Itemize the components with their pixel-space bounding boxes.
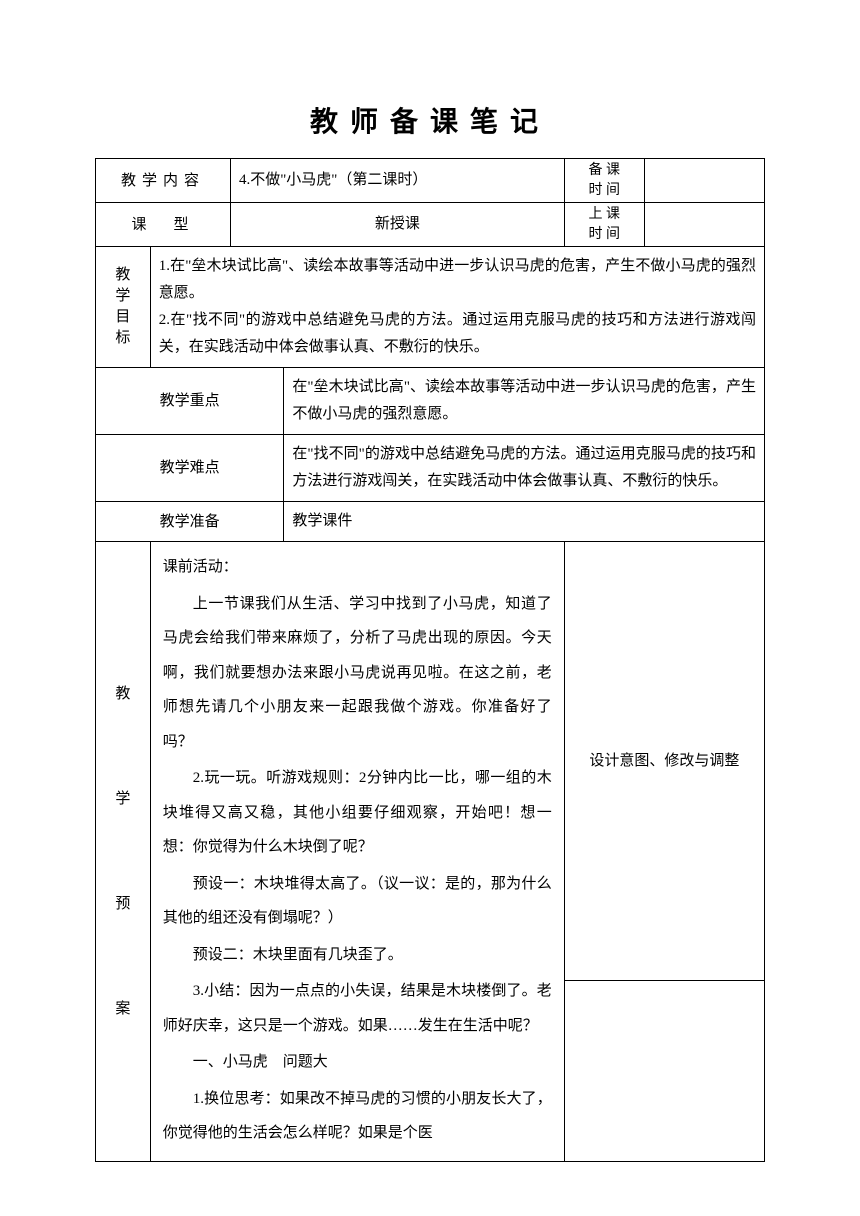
plan-paragraph: 2.玩一玩。听游戏规则：2分钟内比一比，哪一组的木块堆得又高又稳，其他小组要仔细… [163,761,552,865]
difficulty-label: 教学难点 [96,435,284,502]
plan-paragraph: 一、小马虎 问题大 [163,1045,552,1080]
difficulty-content: 在"找不同"的游戏中总结避免马虎的方法。通过运用克服马虎的技巧和方法进行游戏闯关… [284,435,765,502]
plan-content: 课前活动：上一节课我们从生活、学习中找到了小马虎，知道了马虎会给我们带来麻烦了，… [150,542,564,1162]
lesson-plan-table: 教学内容 4.不做"小马虎"（第二课时） 备 课 时 间 课 型 新授课 上 课… [95,158,765,1162]
table-row: 教学重点 在"垒木块试比高"、读绘本故事等活动中进一步认识马虎的危害，产生不做小… [96,368,765,435]
plan-paragraph: 上一节课我们从生活、学习中找到了小马虎，知道了马虎会给我们带来麻烦了，分析了马虎… [163,587,552,760]
objectives-label: 教 学 目 标 [96,247,151,368]
prep-date-label: 备 课 时 间 [564,159,644,203]
content-label: 教学内容 [96,159,231,203]
plan-paragraph: 课前活动： [163,550,552,585]
preparation-label: 教学准备 [96,502,284,542]
type-value: 新授课 [230,203,564,247]
table-row: 教学难点 在"找不同"的游戏中总结避免马虎的方法。通过运用克服马虎的技巧和方法进… [96,435,765,502]
plan-label: 教 学 预 案 [96,542,151,1162]
plan-paragraph: 预设二：木块里面有几块歪了。 [163,938,552,973]
focus-label: 教学重点 [96,368,284,435]
table-row: 教 学 预 案 课前活动：上一节课我们从生活、学习中找到了小马虎，知道了马虎会给… [96,542,765,981]
table-row: 教 学 目 标 1.在"垒木块试比高"、读绘本故事等活动中进一步认识马虎的危害，… [96,247,765,368]
plan-paragraph: 1.换位思考：如果改不掉马虎的习惯的小朋友长大了，你觉得他的生活会怎么样呢？如果… [163,1082,552,1151]
plan-paragraph: 预设一：木块堆得太高了。（议一议：是的，那为什么其他的组还没有倒塌呢？） [163,867,552,936]
class-date-value [644,203,764,247]
table-row: 教学内容 4.不做"小马虎"（第二课时） 备 课 时 间 [96,159,765,203]
objectives-content: 1.在"垒木块试比高"、读绘本故事等活动中进一步认识马虎的危害，产生不做小马虎的… [150,247,764,368]
focus-content: 在"垒木块试比高"、读绘本故事等活动中进一步认识马虎的危害，产生不做小马虎的强烈… [284,368,765,435]
type-label: 课 型 [96,203,231,247]
preparation-content: 教学课件 [284,502,765,542]
content-value: 4.不做"小马虎"（第二课时） [230,159,564,203]
page-title: 教师备课笔记 [95,100,765,140]
plan-paragraph: 3.小结：因为一点点的小失误，结果是木块楼倒了。老师好庆幸，这只是一个游戏。如果… [163,974,552,1043]
table-row: 课 型 新授课 上 课 时 间 [96,203,765,247]
notes-header: 设计意图、修改与调整 [564,542,764,981]
class-date-label: 上 课 时 间 [564,203,644,247]
table-row: 教学准备 教学课件 [96,502,765,542]
prep-date-value [644,159,764,203]
notes-column [564,980,764,1161]
